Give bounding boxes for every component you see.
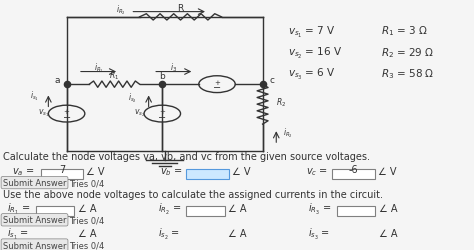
Text: $i_{s_2}$ =: $i_{s_2}$ =: [158, 226, 180, 241]
Text: $v_{s_2}$: $v_{s_2}$: [134, 107, 145, 119]
Text: b: b: [159, 72, 165, 80]
Text: Calculate the node voltages va, vb, and vc from the given source voltages.: Calculate the node voltages va, vb, and …: [3, 151, 370, 161]
Point: [63, 83, 70, 87]
Text: Submit Answer: Submit Answer: [3, 178, 66, 187]
FancyBboxPatch shape: [36, 206, 74, 216]
Text: −: −: [63, 112, 71, 122]
Text: $v_a$ =: $v_a$ =: [12, 166, 35, 177]
Text: $i_{R_2}$ =: $i_{R_2}$ =: [158, 201, 181, 216]
Text: $v_{s_1}$ = 7 V: $v_{s_1}$ = 7 V: [288, 24, 336, 40]
Text: $i_{R_2}$: $i_{R_2}$: [116, 3, 126, 16]
Text: -6: -6: [349, 165, 358, 175]
Text: $R_1$: $R_1$: [109, 70, 119, 82]
FancyBboxPatch shape: [41, 169, 83, 179]
Text: Tries 0/4: Tries 0/4: [69, 216, 104, 224]
Text: $v_b$ =: $v_b$ =: [160, 166, 182, 177]
Text: $R_2$: $R_2$: [276, 96, 286, 108]
Text: $i_3$: $i_3$: [170, 61, 177, 73]
Text: Tries 0/4: Tries 0/4: [69, 178, 104, 187]
Text: +: +: [64, 109, 70, 114]
Text: $i_{s_2}$: $i_{s_2}$: [128, 92, 137, 105]
Text: $i_{R_1}$: $i_{R_1}$: [93, 61, 103, 74]
FancyBboxPatch shape: [186, 169, 229, 179]
FancyBboxPatch shape: [337, 232, 375, 242]
Text: $i_{R_2}$: $i_{R_2}$: [283, 126, 292, 140]
Text: ∠ A: ∠ A: [228, 228, 247, 238]
Text: −: −: [158, 112, 166, 122]
Text: R: R: [177, 4, 183, 13]
Text: $R_1$ = 3 $\Omega$: $R_1$ = 3 $\Omega$: [381, 24, 428, 38]
Text: ∠ V: ∠ V: [86, 166, 105, 176]
Text: $i_{R_1}$ =: $i_{R_1}$ =: [7, 201, 31, 216]
Text: $i_{s_1}$ =: $i_{s_1}$ =: [7, 226, 29, 241]
Point: [259, 83, 266, 87]
Text: Tries 0/4: Tries 0/4: [69, 240, 104, 250]
FancyBboxPatch shape: [332, 169, 375, 179]
Text: $R_2$ = 29 $\Omega$: $R_2$ = 29 $\Omega$: [381, 46, 434, 59]
Text: $i_{s_3}$ =: $i_{s_3}$ =: [308, 226, 330, 241]
Text: c: c: [269, 76, 274, 85]
Text: +: +: [214, 79, 220, 85]
Text: $v_{s_3}$ = 6 V: $v_{s_3}$ = 6 V: [288, 66, 336, 82]
Text: $v_{s_2}$ = 16 V: $v_{s_2}$ = 16 V: [288, 46, 342, 60]
Text: $R_3$ = 58 $\Omega$: $R_3$ = 58 $\Omega$: [381, 66, 435, 80]
Text: +: +: [159, 109, 165, 114]
Text: Submit Answer: Submit Answer: [3, 240, 66, 250]
Text: ∠ A: ∠ A: [78, 203, 97, 213]
Point: [158, 83, 166, 87]
Text: −: −: [213, 83, 221, 93]
Text: $v_c$ =: $v_c$ =: [306, 166, 328, 177]
FancyBboxPatch shape: [186, 232, 225, 242]
Text: $i_{R_3}$ =: $i_{R_3}$ =: [308, 201, 331, 216]
Text: ∠ A: ∠ A: [228, 203, 247, 213]
Text: ∠ A: ∠ A: [379, 203, 397, 213]
Text: a: a: [55, 76, 60, 85]
Text: ∠ A: ∠ A: [78, 228, 97, 238]
Text: 7: 7: [59, 165, 65, 175]
FancyBboxPatch shape: [186, 206, 225, 216]
Text: $i_{s_1}$: $i_{s_1}$: [30, 90, 39, 103]
Text: Submit Answer: Submit Answer: [3, 216, 66, 224]
Text: ∠ V: ∠ V: [378, 166, 396, 176]
Text: $v_{s_1}$: $v_{s_1}$: [38, 107, 49, 119]
Text: Use the above node voltages to calculate the assigned currents in the circuit.: Use the above node voltages to calculate…: [3, 189, 383, 199]
FancyBboxPatch shape: [36, 232, 74, 242]
FancyBboxPatch shape: [337, 206, 375, 216]
Text: ∠ A: ∠ A: [379, 228, 397, 238]
Text: ∠ V: ∠ V: [232, 166, 251, 176]
